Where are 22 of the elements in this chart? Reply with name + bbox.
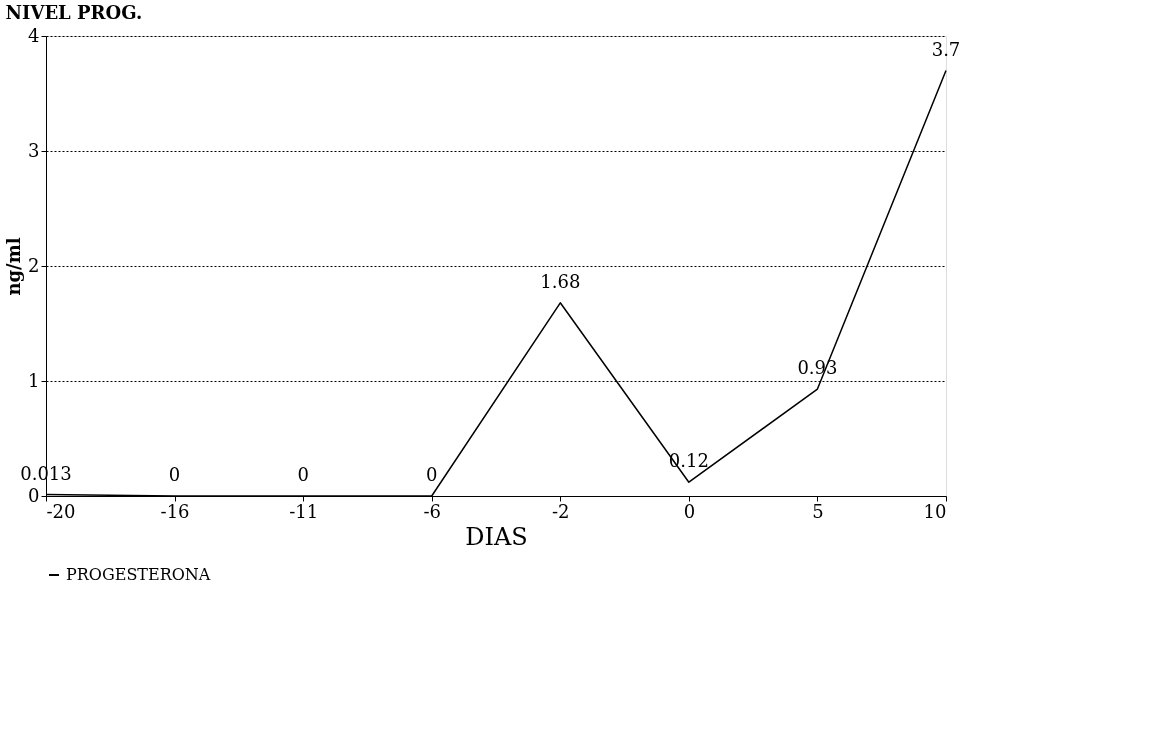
y-tick-label: 1 — [28, 369, 40, 391]
y-tick-label: 4 — [28, 24, 40, 46]
chart-title: NIVEL PROG. — [5, 2, 143, 23]
data-label: 0 — [168, 464, 181, 485]
x-tick-label: 0 — [683, 500, 696, 522]
x-tick-label: 10 — [923, 500, 947, 522]
x-tick-label: -16 — [160, 500, 190, 522]
data-label: 1.68 — [540, 270, 581, 292]
x-tick-label: -20 — [46, 500, 76, 522]
y-tick-label: 0 — [28, 484, 40, 506]
legend-label: PROGESTERONA — [66, 565, 211, 584]
x-tick-label: -6 — [423, 500, 441, 522]
data-label: 0 — [297, 464, 309, 485]
y-tick-label: 3 — [28, 139, 40, 161]
x-tick-label: -11 — [289, 500, 319, 522]
x-tick-label: -2 — [552, 500, 570, 522]
data-label: 3.7 — [931, 38, 961, 60]
y-tick-label: 2 — [28, 254, 40, 276]
x-axis-title: DIAS — [465, 522, 528, 551]
x-tick-label: 5 — [812, 500, 824, 522]
y-axis-title: ng/ml — [3, 237, 25, 296]
data-label: 0 — [425, 464, 438, 485]
